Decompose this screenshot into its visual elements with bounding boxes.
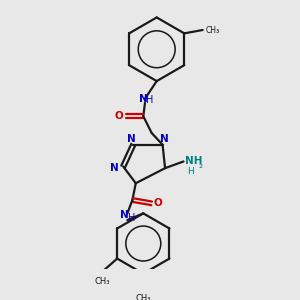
Text: N: N	[120, 210, 128, 220]
Text: N: N	[139, 94, 148, 104]
Text: O: O	[115, 111, 123, 121]
Text: ₂: ₂	[199, 160, 203, 170]
Text: H: H	[128, 213, 135, 223]
Text: N: N	[110, 163, 119, 173]
Text: H: H	[187, 167, 194, 176]
Text: N: N	[160, 134, 169, 144]
Text: CH₃: CH₃	[136, 294, 151, 300]
Text: H: H	[146, 95, 154, 105]
Text: CH₃: CH₃	[94, 277, 110, 286]
Text: CH₃: CH₃	[205, 26, 219, 34]
Text: O: O	[154, 198, 163, 208]
Text: N: N	[127, 134, 136, 144]
Text: NH: NH	[185, 156, 203, 166]
